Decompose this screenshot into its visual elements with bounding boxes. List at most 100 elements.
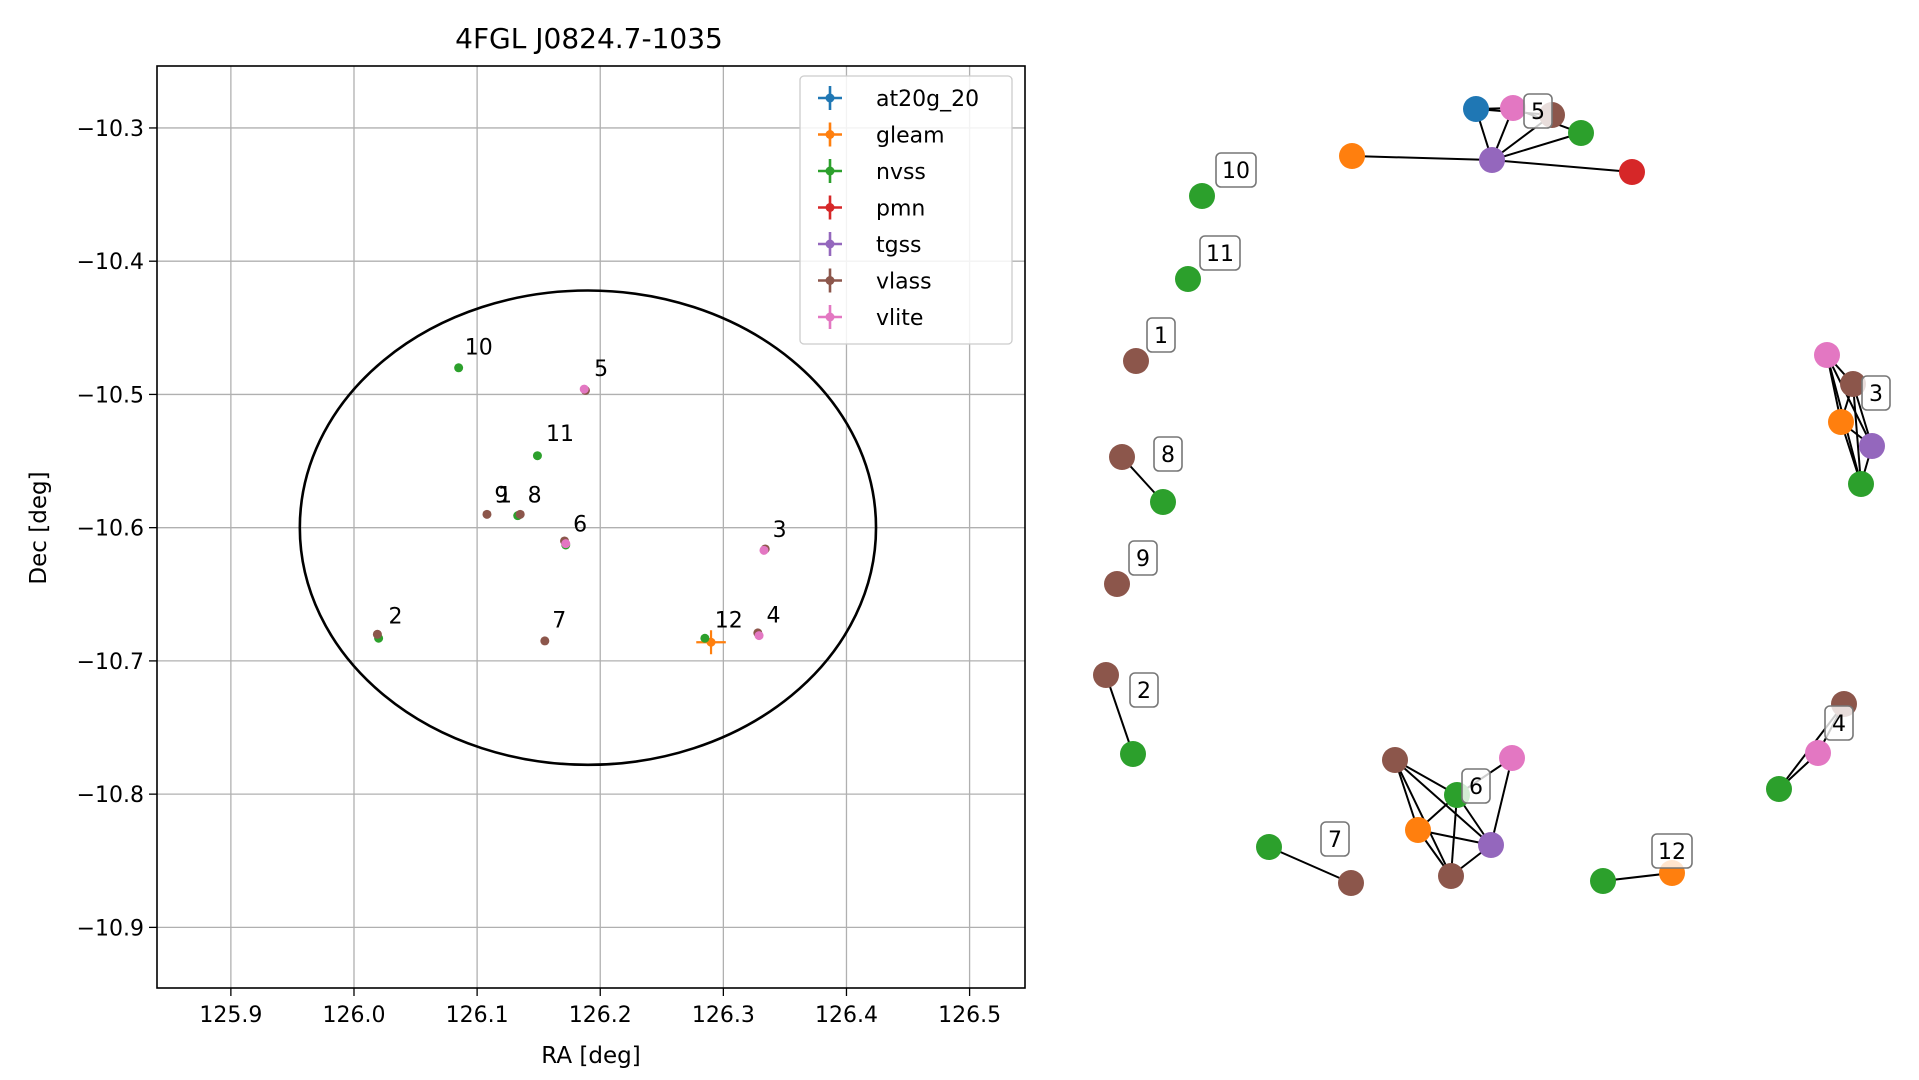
graph-label-box	[1461, 768, 1491, 804]
graph-label-7: 7	[1320, 821, 1350, 857]
data-point-vlass[interactable]	[482, 509, 492, 519]
graph-label-text: 3	[1869, 382, 1883, 407]
graph-node[interactable]	[1568, 120, 1594, 146]
y-tick-label: −10.6	[77, 517, 144, 542]
graph-edge	[1450, 794, 1458, 877]
graph-node[interactable]	[1590, 868, 1616, 894]
graph-label-10: 10	[1215, 152, 1257, 188]
graph-node[interactable]	[1339, 143, 1365, 169]
graph-label-6: 6	[1461, 768, 1491, 804]
graph-node[interactable]	[1499, 745, 1525, 771]
data-point-nvss[interactable]	[454, 363, 464, 373]
graph-label-box	[1523, 93, 1553, 129]
graph-label-2: 2	[1129, 672, 1159, 708]
data-point-vlite[interactable]	[754, 631, 764, 641]
graph-label-box	[1129, 672, 1159, 708]
data-point-vlass[interactable]	[372, 629, 382, 639]
graph-node[interactable]	[1338, 870, 1364, 896]
legend-item-vlite[interactable]: vlite	[818, 305, 923, 331]
x-tick-label: 126.0	[323, 1003, 386, 1028]
graph-node[interactable]	[1814, 342, 1840, 368]
graph-node[interactable]	[1478, 832, 1504, 858]
graph-node[interactable]	[1619, 159, 1645, 185]
legend-marker-dot	[825, 130, 835, 139]
point-annotation: 6	[573, 513, 587, 538]
graph-node[interactable]	[1189, 183, 1215, 209]
graph-node[interactable]	[1104, 571, 1130, 597]
legend-label: vlite	[876, 306, 923, 331]
data-point-vlite[interactable]	[759, 545, 769, 555]
graph-node[interactable]	[1859, 433, 1885, 459]
graph-edge	[1105, 674, 1134, 755]
legend-label: vlass	[876, 270, 932, 295]
graph-node[interactable]	[1438, 863, 1464, 889]
point-annotation: 5	[594, 357, 608, 382]
point-annotation: 4	[766, 603, 780, 628]
plot-frame	[156, 65, 1026, 989]
graph-label-text: 11	[1206, 242, 1234, 267]
data-point-nvss[interactable]	[532, 451, 542, 461]
x-tick-label: 126.2	[569, 1003, 632, 1028]
graph-node[interactable]	[1109, 444, 1135, 470]
graph-node[interactable]	[1093, 662, 1119, 688]
x-tick-label: 126.1	[446, 1003, 509, 1028]
data-point-vlite[interactable]	[579, 384, 589, 394]
point-annotations: 10 5 11 91 8 6 3 2 7 12 4	[388, 335, 786, 633]
graph-edge	[1826, 354, 1873, 447]
legend-marker-dot	[825, 276, 835, 285]
graph-node[interactable]	[1840, 371, 1866, 397]
graph-node[interactable]	[1150, 489, 1176, 515]
graph-edge	[1491, 159, 1633, 173]
legend-item-at20g_20[interactable]: at20g_20	[818, 86, 979, 112]
graph-label-text: 4	[1832, 712, 1846, 737]
y-tick-label: −10.4	[77, 250, 144, 275]
graph-label-3: 3	[1861, 375, 1891, 411]
graph-node[interactable]	[1500, 95, 1526, 121]
localization-ellipse	[298, 289, 878, 767]
point-annotation: 3	[773, 518, 787, 543]
point-annotation: 8	[528, 483, 542, 508]
legend-label: tgss	[876, 233, 922, 258]
data-point-vlite[interactable]	[561, 539, 571, 549]
x-axis-label: RA [deg]	[541, 1043, 640, 1069]
graph-node[interactable]	[1848, 471, 1874, 497]
legend-marker-dot	[825, 203, 835, 212]
legend-item-vlass[interactable]: vlass	[818, 268, 932, 295]
graph-node[interactable]	[1175, 266, 1201, 292]
y-tick-label: −10.7	[77, 650, 144, 675]
data-point-vlass[interactable]	[540, 636, 550, 646]
graph-node[interactable]	[1120, 741, 1146, 767]
point-annotation: 12	[715, 609, 743, 634]
y-tick-label: −10.8	[77, 783, 144, 808]
graph-node[interactable]	[1256, 834, 1282, 860]
legend-item-gleam[interactable]: gleam	[818, 122, 945, 149]
graph-label-4: 4	[1824, 705, 1854, 741]
legend-marker-dot	[825, 239, 835, 249]
x-axis-ticks: 125.9 126.0 126.1 126.2 126.3 126.4 126.5	[199, 988, 1001, 1028]
graph-label-box	[1153, 436, 1183, 472]
graph-label-5: 5	[1523, 93, 1553, 129]
data-point-nvss[interactable]	[700, 633, 710, 643]
graph-node[interactable]	[1828, 409, 1854, 435]
legend-label: gleam	[876, 124, 945, 149]
legend-item-nvss[interactable]: nvss	[818, 159, 926, 185]
legend-item-pmn[interactable]: pmn	[818, 195, 925, 222]
graph-node[interactable]	[1463, 96, 1489, 122]
graph-label-1: 1	[1146, 317, 1176, 353]
y-tick-label: −10.5	[77, 383, 144, 408]
graph-node[interactable]	[1479, 147, 1505, 173]
graph-label-text: 6	[1469, 775, 1483, 800]
graph-node[interactable]	[1382, 747, 1408, 773]
graph-node[interactable]	[1405, 817, 1431, 843]
data-point-vlass[interactable]	[515, 509, 525, 519]
graph-node[interactable]	[1766, 776, 1792, 802]
legend-item-tgss[interactable]: tgss	[818, 232, 922, 258]
graph-node[interactable]	[1123, 348, 1149, 374]
graph-edge	[1268, 846, 1352, 884]
graph-node[interactable]	[1805, 740, 1831, 766]
data-points	[372, 363, 770, 655]
x-tick-label: 126.5	[938, 1003, 1001, 1028]
